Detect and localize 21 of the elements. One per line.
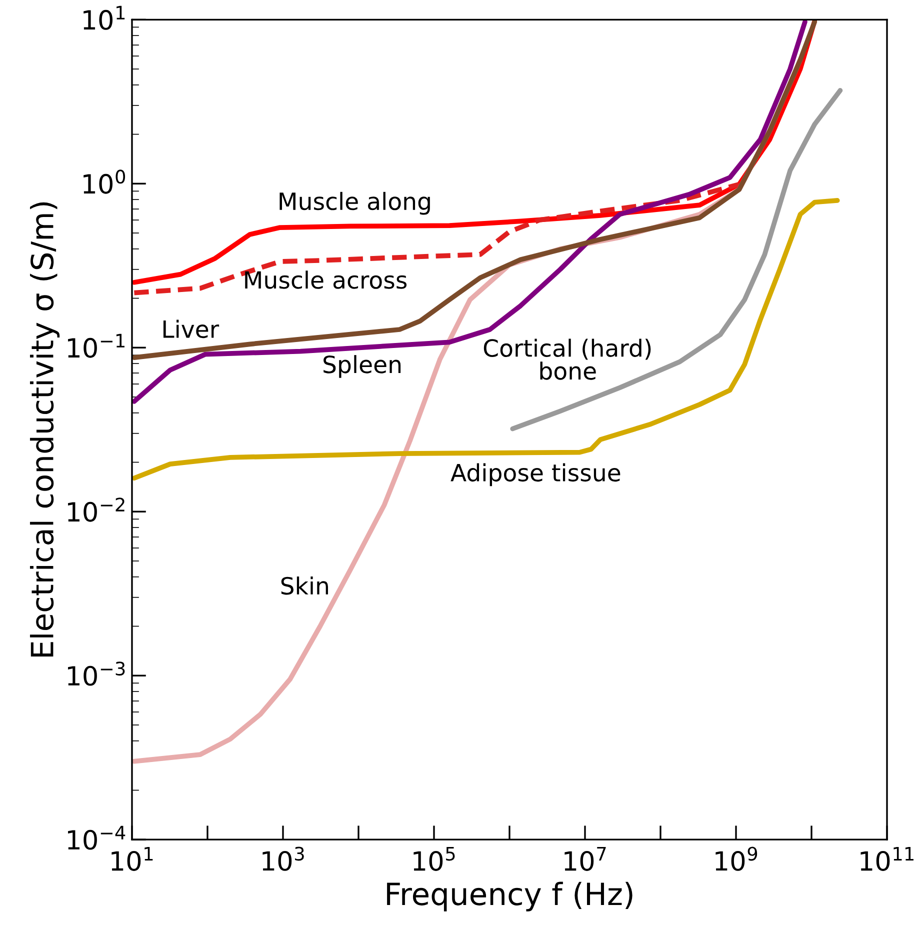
x-tick-label: 10$^{9}$	[716, 846, 758, 871]
series-label: Muscle across	[245, 270, 407, 289]
series-label: Muscle along	[280, 192, 430, 215]
x-tick-label: 10$^{5}$	[414, 847, 455, 871]
y-tick-label: 10$^{−3}$	[68, 662, 125, 686]
x-tick-label: 10$^{1}$	[112, 847, 153, 871]
y-tick-label: 10$^{1}$	[84, 6, 125, 30]
x-tick-label: 10$^{7}$	[564, 847, 606, 871]
x-tick-label: 10$^{3}$	[262, 846, 304, 871]
x-tick-label: 10$^{11}$	[860, 847, 914, 871]
series-label: Liver	[163, 320, 220, 338]
y-tick-label: 10$^{−2}$	[68, 498, 124, 522]
series-label: Skin	[281, 576, 328, 595]
y-tick-label: 10$^{−1}$	[68, 334, 124, 358]
series-label: Spleen	[324, 355, 401, 378]
y-tick-label: 10$^{0}$	[84, 170, 126, 194]
x-axis-title: Frequency f (Hz)	[387, 882, 632, 912]
y-axis-title: Electrical conductivity σ (S/m)	[30, 202, 60, 657]
series-label: Adipose tissue	[450, 463, 620, 486]
y-tick-label: 10$^{−4}$	[68, 826, 126, 850]
series-label: Cortical (hard) bone	[484, 338, 651, 380]
